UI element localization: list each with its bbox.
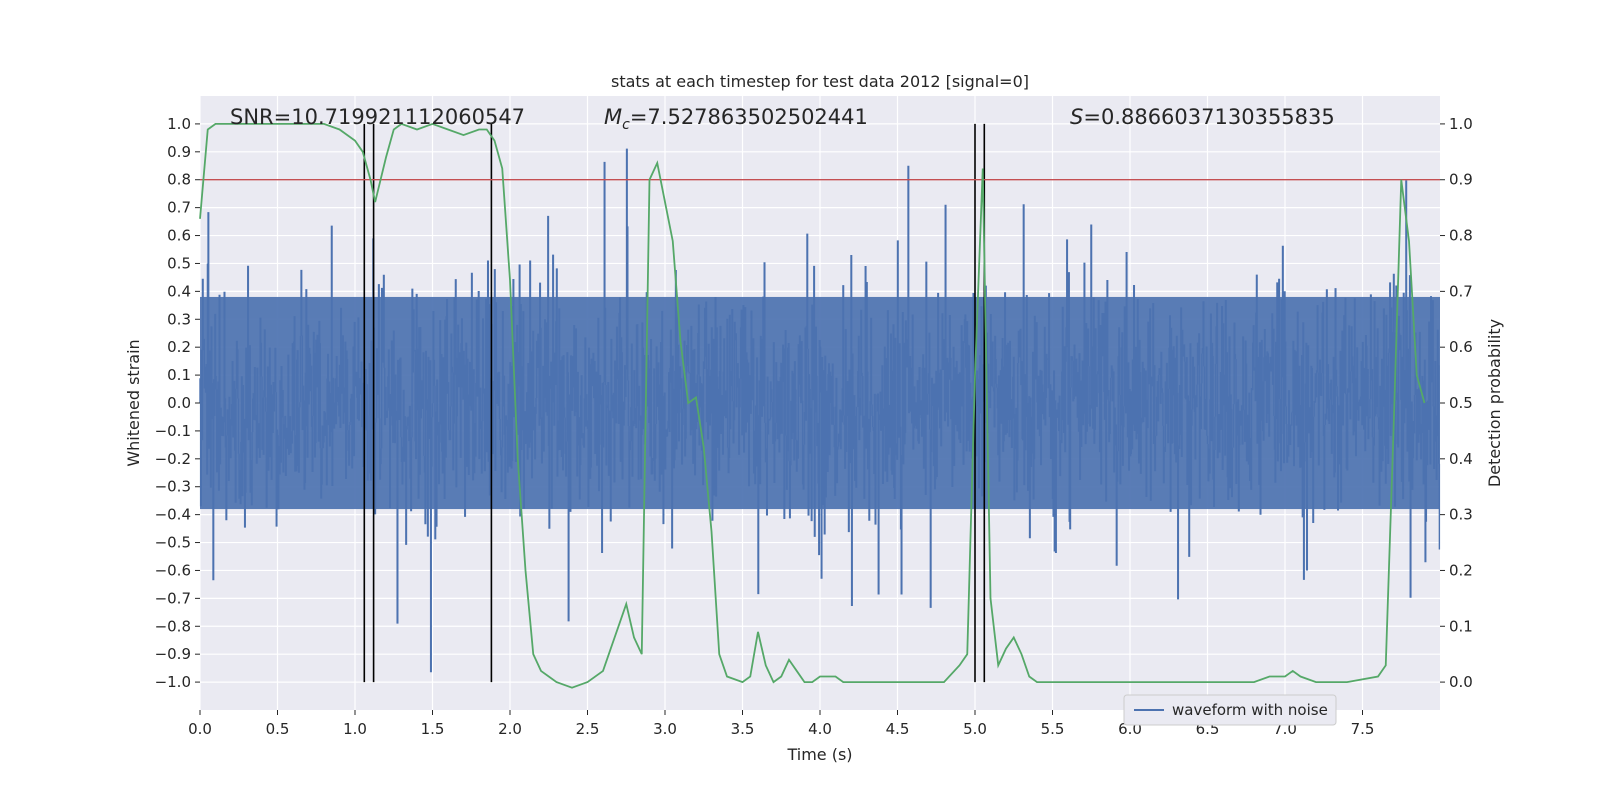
y2-tick-label: 0.8 <box>1449 227 1473 245</box>
y-tick-label: −0.9 <box>155 645 191 663</box>
y-tick-label: 0.5 <box>167 254 191 272</box>
y2-tick-label: 0.1 <box>1449 617 1473 635</box>
y2-tick-label: 0.6 <box>1449 338 1473 356</box>
chirp-mass-annotation: Mc=7.527863502502441 <box>604 105 868 133</box>
detection-probability-line <box>199 122 1426 689</box>
y-tick-label: 0.0 <box>167 394 191 412</box>
y2-axis-label: Detection probability <box>1485 319 1504 487</box>
legend-box <box>1123 694 1337 726</box>
x-tick-label: 3.5 <box>731 720 755 738</box>
y-axis-label: Whitened strain <box>124 339 143 466</box>
legend: waveform with noise <box>1123 694 1337 726</box>
y2-tick-label: 0.5 <box>1449 394 1473 412</box>
y-tick-label: 0.1 <box>167 366 191 384</box>
y-tick-label: 0.7 <box>167 199 191 217</box>
y-tick-label: −0.7 <box>155 589 191 607</box>
y2-tick-label: 0.0 <box>1449 673 1473 691</box>
x-axis-label: Time (s) <box>786 745 852 764</box>
y-tick-label: −0.3 <box>155 478 191 496</box>
x-tick-label: 1.5 <box>421 720 445 738</box>
y2-axis-ticks: 1.0 0.9 0.8 0.7 0.6 0.5 0.4 0.3 0.2 0.1 0.0 <box>1440 115 1473 691</box>
waveform-series <box>199 148 1441 673</box>
s-annotation: S=0.8866037130355835 <box>1070 105 1335 129</box>
waveform-core-band <box>200 296 1440 510</box>
y2-tick-label: 0.4 <box>1449 450 1473 468</box>
x-tick-label: 1.0 <box>343 720 367 738</box>
y2-tick-label: 0.3 <box>1449 506 1473 524</box>
chart-title: stats at each timestep for test data 201… <box>611 72 1029 91</box>
x-tick-label: 5.5 <box>1041 720 1065 738</box>
y2-tick-label: 1.0 <box>1449 115 1473 133</box>
y-tick-label: −0.5 <box>155 534 191 552</box>
y-tick-label: 1.0 <box>167 115 191 133</box>
y-tick-label: −0.4 <box>155 506 191 524</box>
y-tick-label: 0.2 <box>167 338 191 356</box>
y-axis-ticks: 1.0 0.9 0.8 0.7 0.6 0.5 0.4 0.3 0.2 0.1 0.0 −0.1 −0.… <box>155 115 200 691</box>
y-tick-label: 0.8 <box>167 171 191 189</box>
y-tick-label: 0.6 <box>167 227 191 245</box>
y-tick-label: −0.8 <box>155 617 191 635</box>
x-tick-label: 2.5 <box>576 720 600 738</box>
x-tick-label: 7.5 <box>1351 720 1375 738</box>
x-tick-label: 2.0 <box>498 720 522 738</box>
y-tick-label: −0.2 <box>155 450 191 468</box>
x-tick-label: 4.5 <box>886 720 910 738</box>
y-tick-label: 0.4 <box>167 282 191 300</box>
y-tick-label: 0.9 <box>167 143 191 161</box>
y2-tick-label: 0.7 <box>1449 282 1473 300</box>
y2-tick-label: 0.9 <box>1449 171 1473 189</box>
y-tick-label: −1.0 <box>155 673 191 691</box>
snr-annotation: SNR=10.719921112060547 <box>230 105 525 129</box>
y-tick-label: −0.6 <box>155 561 191 579</box>
x-tick-label: 0.5 <box>266 720 290 738</box>
y2-tick-label: 0.2 <box>1449 561 1473 579</box>
x-tick-label: 4.0 <box>808 720 832 738</box>
x-tick-label: 3.0 <box>653 720 677 738</box>
y-tick-label: −0.1 <box>155 422 191 440</box>
x-tick-label: 0.0 <box>188 720 212 738</box>
x-tick-label: 5.0 <box>963 720 987 738</box>
y-tick-label: 0.3 <box>167 310 191 328</box>
legend-label: waveform with noise <box>1172 701 1328 719</box>
